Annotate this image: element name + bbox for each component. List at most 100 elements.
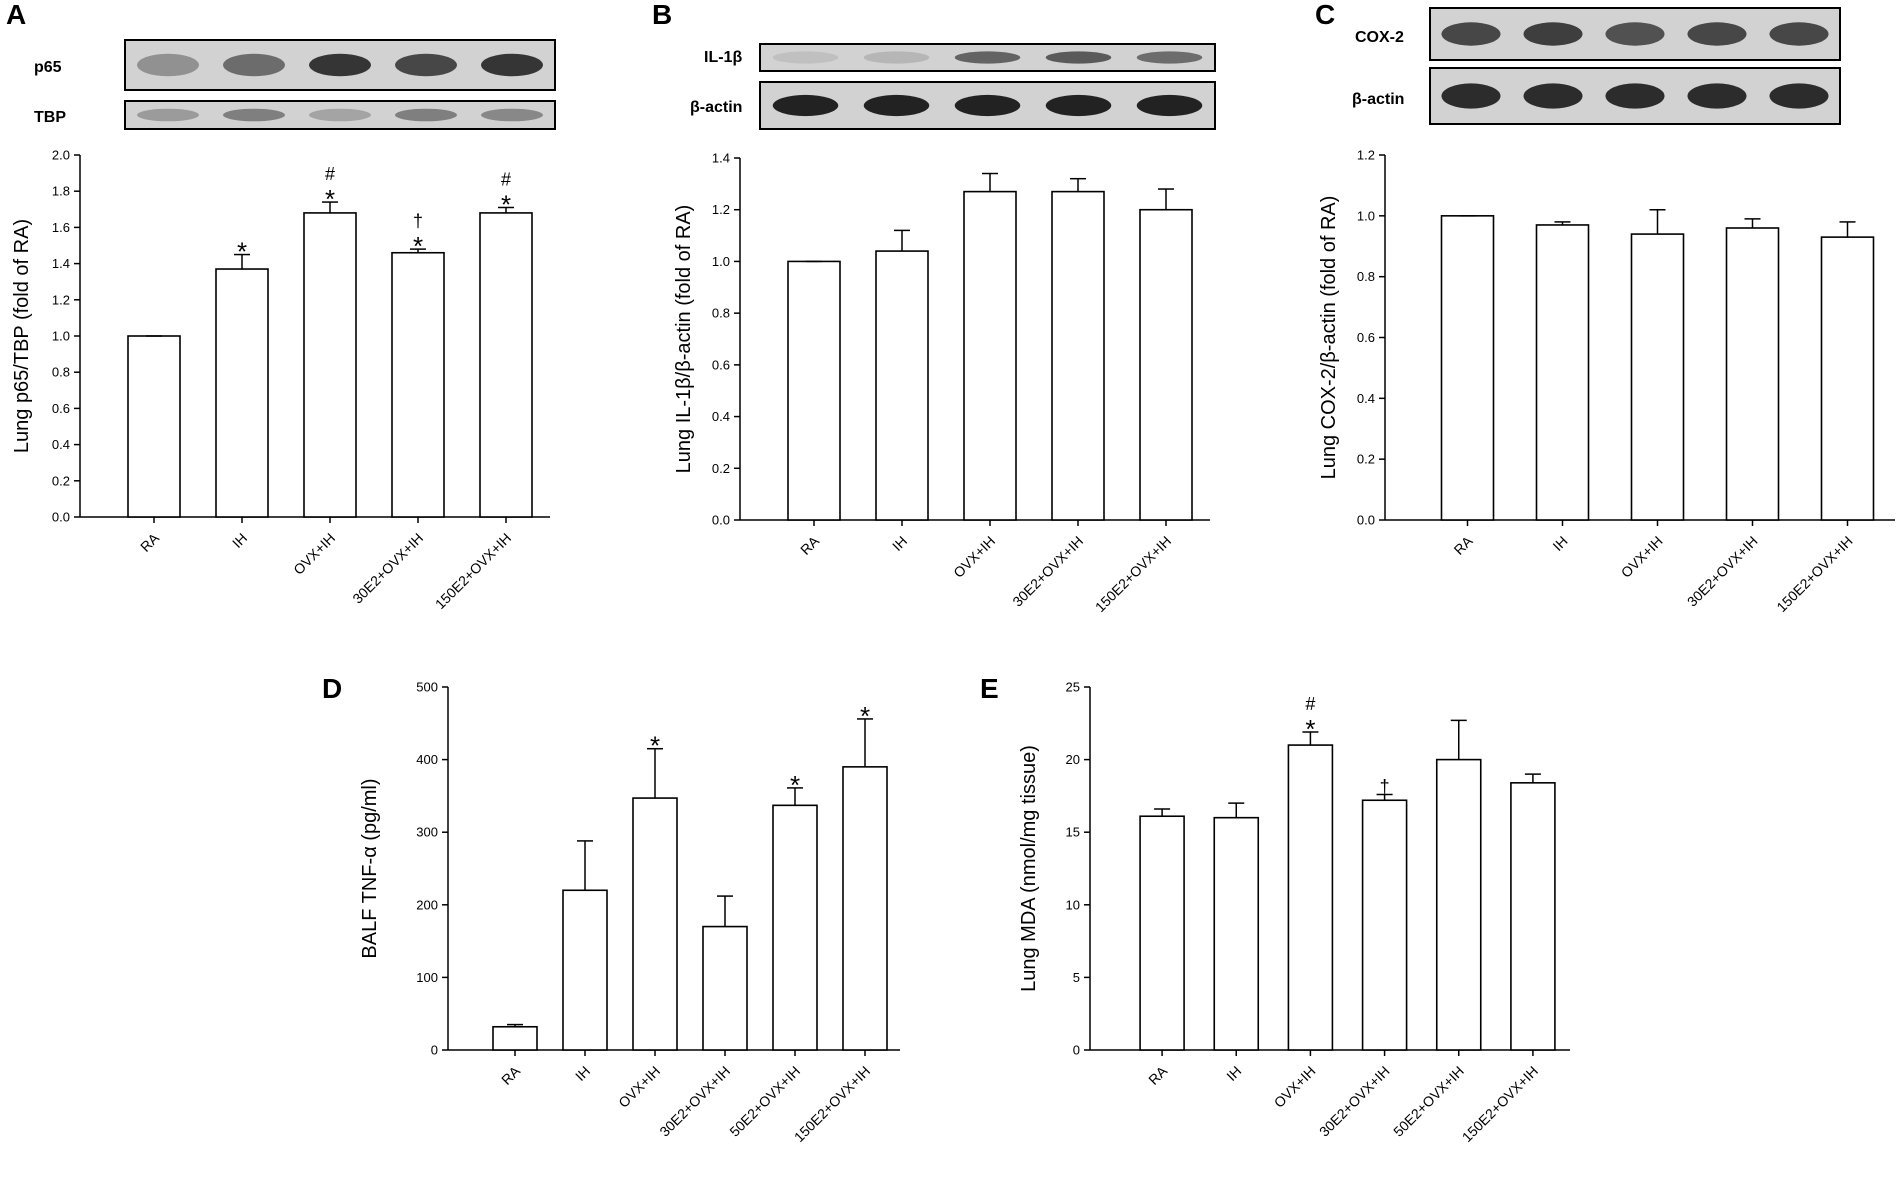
blot-band xyxy=(309,53,371,77)
panel-letter-e: E xyxy=(980,673,999,704)
x-tick-label: RA xyxy=(1451,532,1477,558)
x-tick-label: OVX+IH xyxy=(290,530,338,578)
bar xyxy=(1725,227,1780,521)
significance-asterisk: * xyxy=(325,184,335,214)
bar xyxy=(1510,782,1556,1051)
blot-label-p65: p65 xyxy=(34,59,62,76)
x-tick-label: 30E2+OVX+IH xyxy=(349,530,426,607)
blot-band xyxy=(954,51,1021,64)
y-tick-label: 0.0 xyxy=(712,513,730,528)
y-tick-label: 10 xyxy=(1066,897,1080,912)
bar xyxy=(842,766,888,1051)
y-tick-label: 0.0 xyxy=(52,510,70,525)
bar xyxy=(1139,815,1185,1051)
y-tick-label: 25 xyxy=(1066,680,1080,695)
blot-label-tbp: TBP xyxy=(34,109,66,126)
blot-band xyxy=(1605,83,1665,109)
y-tick-label: 1.6 xyxy=(52,220,70,235)
y-tick-label: 1.2 xyxy=(712,202,730,217)
blot-label-bactin-c: β-actin xyxy=(1352,91,1404,108)
y-tick-label: 300 xyxy=(416,825,438,840)
y-tick-label: 1.0 xyxy=(52,329,70,344)
bar-chart-e: 0 5 10 15 20 25 Lung MDA (nmol/mg tissue) RA IH O… xyxy=(1018,680,1570,1145)
bar xyxy=(303,212,357,518)
western-blot-tbp xyxy=(124,100,556,130)
y-tick-label: 2.0 xyxy=(52,148,70,163)
significance-asterisk: * xyxy=(501,189,511,219)
bar xyxy=(1139,208,1193,521)
bar xyxy=(562,889,608,1051)
bar-chart-d: 0 100 200 300 400 500 BALF TNF-α (pg/ml) RA IH OV… xyxy=(359,680,900,1145)
x-tick-label: OVX+IH xyxy=(615,1063,663,1111)
y-tick-label: 0.8 xyxy=(1357,269,1375,284)
blot-band xyxy=(223,108,285,122)
bar xyxy=(1820,236,1875,521)
y-tick-label: 1.2 xyxy=(52,292,70,307)
blot-band xyxy=(863,94,930,117)
x-tick-label: IH xyxy=(572,1063,593,1084)
x-tick-label: IH xyxy=(889,533,910,554)
x-tick-label: RA xyxy=(137,529,163,555)
blot-band xyxy=(481,108,543,122)
x-tick-label: 150E2+OVX+IH xyxy=(1773,533,1855,615)
western-blot-p65 xyxy=(124,39,556,91)
x-tick-label: 150E2+OVX+IH xyxy=(1092,533,1174,615)
x-tick-label: 150E2+OVX+IH xyxy=(1459,1063,1541,1145)
western-blot-bactin-b xyxy=(759,81,1216,130)
blot-band xyxy=(481,53,543,77)
blot-band xyxy=(1441,22,1501,46)
blot-band xyxy=(772,94,839,117)
y-tick-label: 1.2 xyxy=(1357,148,1375,163)
blot-band xyxy=(954,94,1021,117)
western-blot-cox2 xyxy=(1429,7,1841,61)
blot-band xyxy=(1523,22,1583,46)
y-tick-label: 1.4 xyxy=(712,151,730,166)
y-tick-label: 200 xyxy=(416,897,438,912)
x-tick-label: OVX+IH xyxy=(950,533,998,581)
blot-band xyxy=(395,53,457,77)
x-tick-label: RA xyxy=(1145,1062,1171,1088)
x-tick-label: IH xyxy=(1223,1063,1244,1084)
significance-hash: # xyxy=(1305,694,1315,714)
y-tick-label: 0.6 xyxy=(712,357,730,372)
y-tick-label: 1.0 xyxy=(712,254,730,269)
y-tick-label: 5 xyxy=(1073,970,1080,985)
bar xyxy=(391,251,445,518)
blot-band xyxy=(1687,83,1747,109)
x-tick-label: 50E2+OVX+IH xyxy=(1390,1063,1467,1140)
blot-band xyxy=(863,51,930,64)
bar xyxy=(772,804,818,1051)
blot-band xyxy=(1605,22,1665,46)
significance-hash: # xyxy=(501,169,511,189)
x-tick-label: IH xyxy=(229,530,250,551)
bar xyxy=(1051,190,1105,521)
blot-band xyxy=(137,108,199,122)
western-blot-il1b xyxy=(759,43,1216,72)
y-axis-title: Lung IL-1β/β-actin (fold of RA) xyxy=(673,205,695,474)
y-tick-label: 0.6 xyxy=(52,401,70,416)
y-tick-label: 20 xyxy=(1066,752,1080,767)
bar xyxy=(1213,816,1260,1051)
blot-band xyxy=(1769,83,1829,109)
y-tick-label: 0.0 xyxy=(1357,513,1375,528)
y-tick-label: 500 xyxy=(416,680,438,695)
x-tick-label: RA xyxy=(498,1062,524,1088)
bar xyxy=(1435,758,1482,1051)
bar xyxy=(702,925,748,1051)
blot-band xyxy=(1045,51,1112,64)
bar xyxy=(492,1025,538,1051)
y-axis-title: BALF TNF-α (pg/ml) xyxy=(359,778,381,958)
x-tick-label: 30E2+OVX+IH xyxy=(1009,533,1086,610)
y-tick-label: 0.2 xyxy=(712,461,730,476)
x-tick-label: OVX+IH xyxy=(1271,1063,1319,1111)
blot-band xyxy=(1045,94,1112,117)
blot-band xyxy=(1769,22,1829,46)
blot-band xyxy=(395,108,457,122)
x-tick-label: RA xyxy=(797,532,823,558)
y-tick-label: 15 xyxy=(1066,825,1080,840)
y-tick-label: 0.4 xyxy=(1357,391,1375,406)
blot-band xyxy=(1687,22,1747,46)
panel-letter-b: B xyxy=(652,0,672,30)
x-tick-label: 30E2+OVX+IH xyxy=(656,1063,733,1140)
y-tick-label: 0 xyxy=(431,1043,438,1058)
